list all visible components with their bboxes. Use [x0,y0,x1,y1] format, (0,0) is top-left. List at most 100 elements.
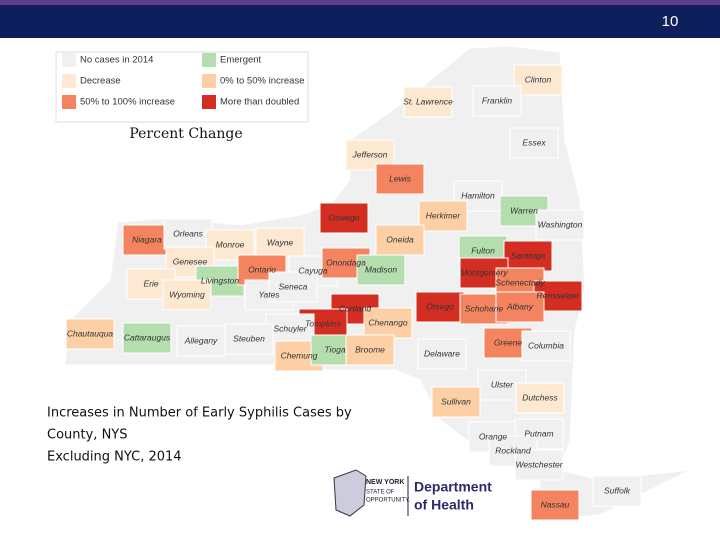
county [176,325,226,357]
county [363,307,413,339]
county [495,291,545,323]
county-label: Washington [538,219,583,229]
caption-line: Increases in Number of Early Syphilis Ca… [47,406,352,421]
county-label: Ontario [248,264,276,274]
county-label: Rockland [495,445,531,455]
header-accent [0,0,720,5]
county-layer [65,64,642,521]
county [345,334,395,366]
county-label: Essex [522,137,546,147]
legend-label: No cases in 2014 [80,55,153,66]
legend-swatch [202,74,216,88]
legend-label: 0% to 50% increase [220,76,305,87]
slide-number: 10 [662,13,679,30]
county-label: St. Lawrence [403,96,453,106]
county-label: Oneida [386,234,414,244]
legend-label: More than doubled [220,97,299,108]
legend-swatch [202,53,216,67]
county [345,139,395,171]
county-label: Saratoga [511,250,546,260]
county-label: Tioga [324,344,345,354]
county-label: Allegany [184,335,218,345]
legend: No cases in 2014 Decrease 50% to 100% incr… [62,53,305,109]
county [255,227,305,259]
county [418,200,468,232]
county-label: Clinton [525,74,552,84]
county [431,386,481,418]
caption-line: County, NYS [47,428,127,443]
county [521,330,571,362]
county [122,322,172,354]
county-label: Putnam [524,428,553,438]
county-label: Ulster [491,379,514,389]
county-label: Rensselaer [537,290,581,300]
county [375,163,425,195]
county-label: Steuben [233,333,265,343]
county [224,323,274,355]
legend-label: 50% to 100% increase [80,97,175,108]
county-label: Columbia [528,340,564,350]
county-label: Warren [510,205,538,215]
legend-swatch [62,53,76,67]
county-label: Cortland [339,303,371,313]
county-label: Suffolk [604,485,631,495]
county-label: Chemung [281,350,318,360]
county-label: Cayuga [298,265,328,275]
county-label: Chenango [368,317,408,327]
county [514,449,564,481]
county [319,202,369,234]
county-label-layer: Clinton Franklin St. Lawrence Essex Jefferso… [67,74,631,509]
legend-swatch [62,95,76,109]
legend-box [55,51,309,123]
county-label: Montgomery [460,267,508,277]
county-label: Delaware [424,348,460,358]
county [592,475,642,507]
logo-state-shape [333,469,367,517]
county-label: Hamilton [461,190,495,200]
caption-line: Excluding NYC, 2014 [47,450,182,465]
county-label: Schuyler [273,323,307,333]
county-label: Herkimer [426,210,462,220]
logo-state-text: NEW YORK [366,479,404,486]
county [162,279,212,311]
logo-department: of Health [414,497,474,513]
county-label: Broome [355,344,385,354]
county [65,318,115,350]
logo-department: Department [414,479,492,495]
header-bar [0,5,720,38]
county-label: Orange [479,431,508,441]
county-label: Cattaraugus [124,332,171,342]
legend-swatch [62,74,76,88]
county-label: Niagara [132,234,162,244]
county-label: Madison [365,264,397,274]
county [403,86,453,118]
county-label: Greene [494,337,523,347]
legend-swatch [202,95,216,109]
county [515,382,565,414]
legend-label: Decrease [80,76,121,87]
county [530,489,580,521]
county-label: Erie [143,278,158,288]
legend-label: Emergent [220,55,262,66]
county-label: Genesee [173,256,208,266]
county-label: Fulton [471,245,495,255]
county-label: Lewis [389,173,411,183]
county-label: Franklin [482,95,513,105]
county [513,64,563,96]
county [472,85,522,117]
county-label: Dutchess [522,392,558,402]
county [268,271,318,303]
county [356,254,406,286]
county-label: Onondaga [326,257,366,267]
county-label: Oswego [328,212,359,222]
county-label: Monroe [216,239,245,249]
county-label: Albany [506,301,534,311]
county-label: Wyoming [169,289,205,299]
county [509,127,559,159]
logo-state-text: OPPORTUNITY. [366,498,410,504]
county-label: Schenectady [495,277,545,287]
county [415,291,465,323]
county [503,240,553,272]
county-label: Sullivan [441,396,471,406]
